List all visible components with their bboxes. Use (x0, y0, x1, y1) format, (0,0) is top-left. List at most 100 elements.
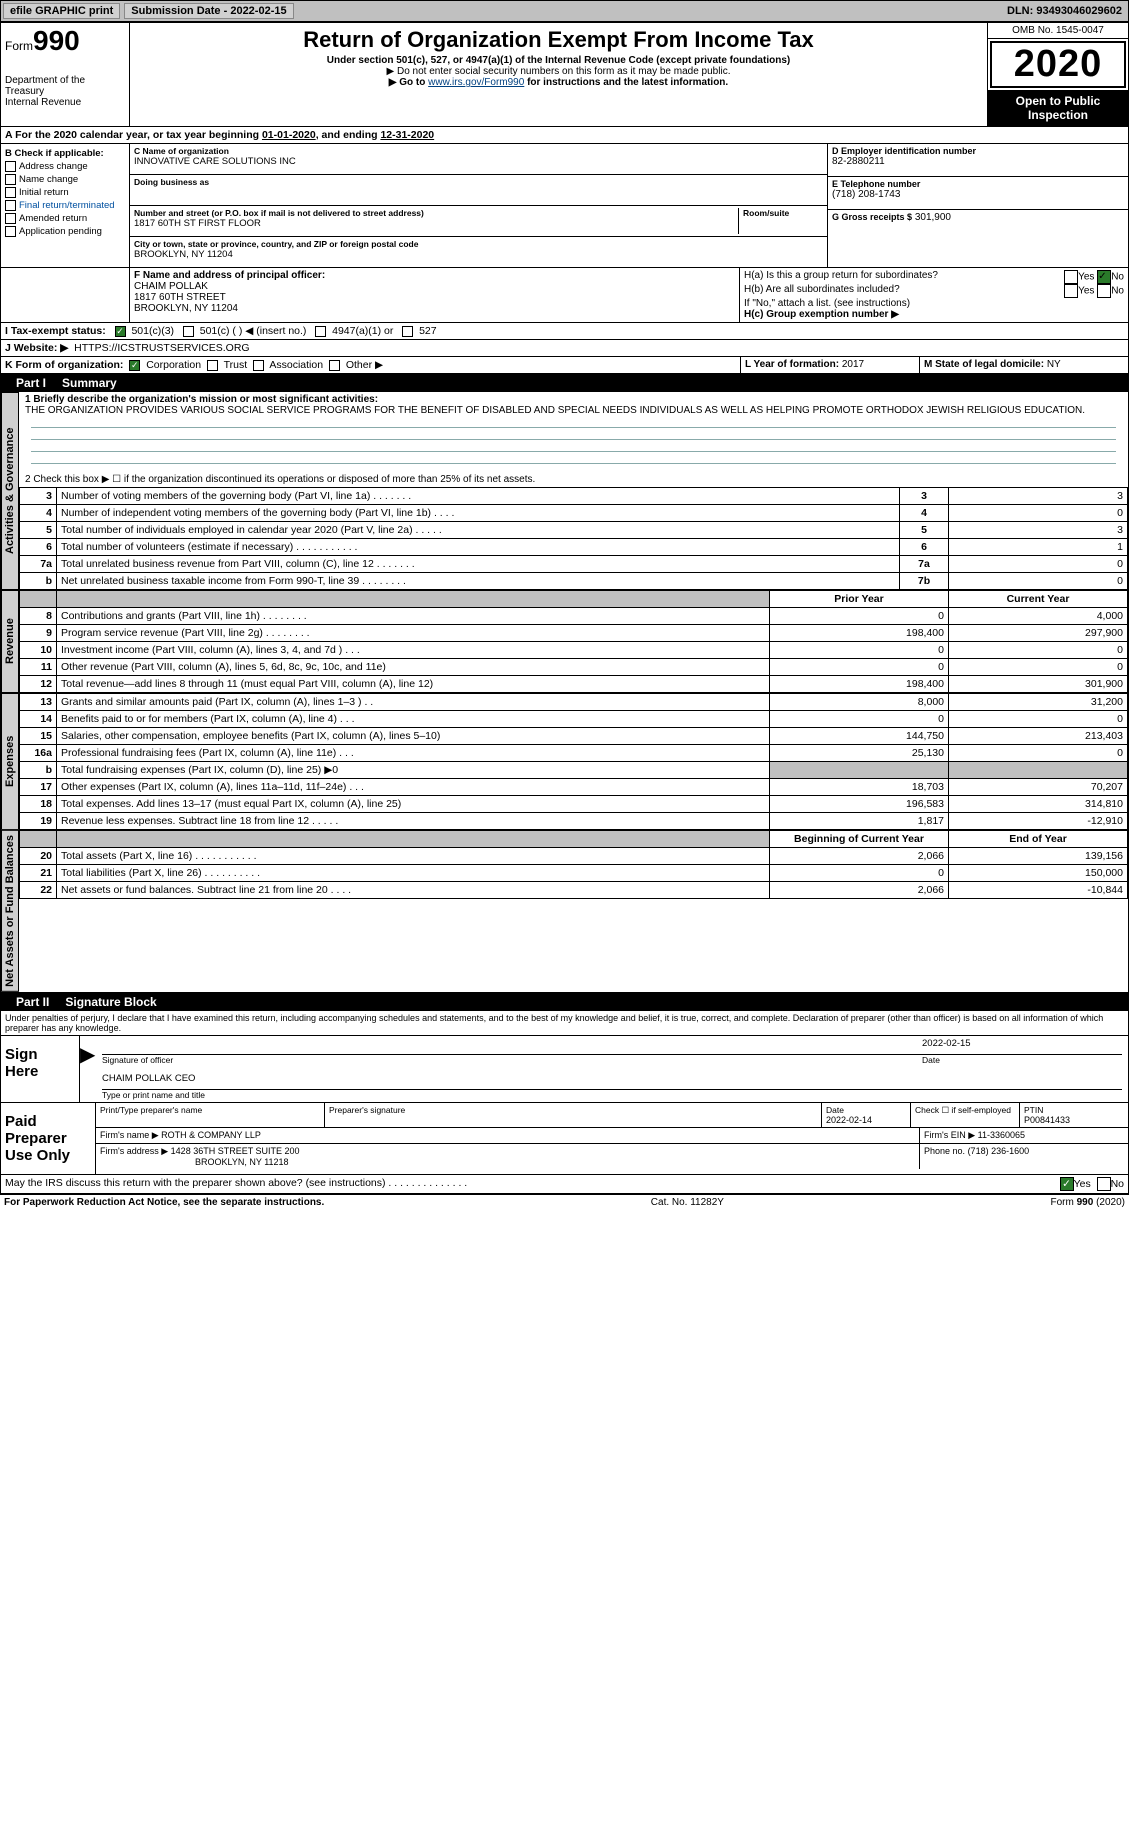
chk-discuss-no[interactable] (1097, 1177, 1111, 1191)
governance-table: 3Number of voting members of the governi… (19, 487, 1128, 590)
state-domicile: NY (1047, 359, 1061, 370)
chk-501c3[interactable] (115, 326, 126, 337)
footer-right: Form 990 (2020) (1051, 1197, 1125, 1208)
form-title-block: Return of Organization Exempt From Incom… (130, 23, 987, 126)
box-f: F Name and address of principal officer:… (129, 268, 740, 322)
chk-trust[interactable] (207, 360, 218, 371)
chk-other[interactable] (329, 360, 340, 371)
chk-name-change[interactable] (5, 174, 16, 185)
col-current-year: Current Year (949, 591, 1128, 608)
chk-association[interactable] (253, 360, 264, 371)
street-address: 1817 60TH ST FIRST FLOOR (134, 218, 734, 229)
table-row: 9Program service revenue (Part VIII, lin… (20, 625, 1128, 642)
table-row: 22Net assets or fund balances. Subtract … (20, 882, 1128, 899)
officer-addr2: BROOKLYN, NY 11204 (134, 303, 735, 314)
firm-phone: (718) 236-1600 (968, 1146, 1030, 1156)
gross-receipts-value: 301,900 (915, 212, 951, 223)
form-prefix: Form (5, 39, 33, 53)
table-row: 6Total number of volunteers (estimate if… (20, 539, 1128, 556)
page: efile GRAPHIC print Submission Date - 20… (0, 0, 1129, 1210)
box-c: C Name of organization INNOVATIVE CARE S… (130, 144, 827, 267)
telephone-value: (718) 208-1743 (832, 189, 1124, 200)
tab-revenue: Revenue (1, 590, 19, 693)
chk-discuss-yes[interactable]: ✓ (1060, 1177, 1074, 1191)
officer-name: CHAIM POLLAK (134, 281, 735, 292)
tab-net-assets: Net Assets or Fund Balances (1, 830, 19, 992)
firm-city: BROOKLYN, NY 11218 (100, 1157, 289, 1167)
year-formation: 2017 (842, 359, 864, 370)
org-name: INNOVATIVE CARE SOLUTIONS INC (134, 156, 823, 167)
chk-ha-no[interactable]: ✓ (1097, 270, 1111, 284)
revenue-table: Prior Year Current Year 8Contributions a… (19, 590, 1128, 693)
efile-print-button[interactable]: efile GRAPHIC print (3, 3, 120, 19)
col-prior-year: Prior Year (770, 591, 949, 608)
form-title: Return of Organization Exempt From Incom… (136, 27, 981, 53)
chk-address-change[interactable] (5, 161, 16, 172)
tax-year: 2020 (990, 41, 1126, 88)
chk-hb-no[interactable] (1097, 284, 1111, 298)
sign-here-label: Sign Here (1, 1036, 80, 1102)
tab-governance: Activities & Governance (1, 392, 19, 590)
paid-preparer-block: Paid Preparer Use Only Print/Type prepar… (1, 1103, 1128, 1175)
tab-expenses: Expenses (1, 693, 19, 830)
revenue-section: Revenue Prior Year Current Year 8Contrib… (0, 590, 1129, 693)
open-public-label: Open to Public Inspection (988, 90, 1128, 126)
omb-number: OMB No. 1545-0047 (988, 23, 1128, 39)
box-d-e-g: D Employer identification number 82-2880… (827, 144, 1128, 267)
sign-here-block: Sign Here ▶ 2022-02-15 Signature of offi… (0, 1035, 1129, 1194)
table-row: 21Total liabilities (Part X, line 26) . … (20, 865, 1128, 882)
table-row: 20Total assets (Part X, line 16) . . . .… (20, 848, 1128, 865)
line-a-period: A For the 2020 calendar year, or tax yea… (0, 127, 1129, 144)
chk-amended-return[interactable] (5, 213, 16, 224)
arrow-icon: ▶ (80, 1036, 96, 1102)
preparer-date: 2022-02-14 (826, 1115, 906, 1125)
form-id-block: Form990 Department of the Treasury Inter… (1, 23, 130, 126)
chk-ha-yes[interactable] (1064, 270, 1078, 284)
form-note-2: ▶ Go to www.irs.gov/Form990 for instruct… (136, 77, 981, 88)
table-row: 18Total expenses. Add lines 13–17 (must … (20, 796, 1128, 813)
table-row: 5Total number of individuals employed in… (20, 522, 1128, 539)
signature-date: 2022-02-15 (922, 1038, 1122, 1054)
firm-ein: 11-3360065 (978, 1130, 1025, 1140)
submission-date-button[interactable]: Submission Date - 2022-02-15 (124, 3, 293, 19)
table-row: 19Revenue less expenses. Subtract line 1… (20, 813, 1128, 830)
net-assets-section: Net Assets or Fund Balances Beginning of… (0, 830, 1129, 993)
chk-corporation[interactable] (129, 360, 140, 371)
officer-printed-name: CHAIM POLLAK CEO (102, 1073, 195, 1089)
governance-section: Activities & Governance 1 Briefly descri… (0, 392, 1129, 590)
firm-address: 1428 36TH STREET SUITE 200 (171, 1146, 300, 1156)
page-footer: For Paperwork Reduction Act Notice, see … (0, 1194, 1129, 1210)
table-row: 4Number of independent voting members of… (20, 505, 1128, 522)
part2-header: Part II Signature Block (0, 993, 1129, 1011)
part1-header: Part I Summary (0, 374, 1129, 392)
footer-left: For Paperwork Reduction Act Notice, see … (4, 1197, 324, 1208)
table-row: 14Benefits paid to or for members (Part … (20, 711, 1128, 728)
chk-4947[interactable] (315, 326, 326, 337)
expenses-section: Expenses 13Grants and similar amounts pa… (0, 693, 1129, 830)
ein-value: 82-2880211 (832, 156, 1124, 167)
chk-527[interactable] (402, 326, 413, 337)
chk-final-return[interactable] (5, 200, 16, 211)
dln: DLN: 93493046029602 (1007, 5, 1128, 17)
table-row: 3Number of voting members of the governi… (20, 488, 1128, 505)
officer-group-block: F Name and address of principal officer:… (0, 268, 1129, 323)
identity-block: B Check if applicable: Address change Na… (0, 144, 1129, 268)
form-header: Form990 Department of the Treasury Inter… (0, 22, 1129, 127)
chk-initial-return[interactable] (5, 187, 16, 198)
form-note-1: ▶ Do not enter social security numbers o… (136, 66, 981, 77)
submission-date-value: 2022-02-15 (230, 5, 286, 17)
officer-addr1: 1817 60TH STREET (134, 292, 735, 303)
table-row: bNet unrelated business taxable income f… (20, 573, 1128, 590)
chk-501c[interactable] (183, 326, 194, 337)
expenses-table: 13Grants and similar amounts paid (Part … (19, 693, 1128, 830)
penalties-text: Under penalties of perjury, I declare th… (0, 1011, 1129, 1035)
net-assets-table: Beginning of Current Year End of Year 20… (19, 830, 1128, 899)
firm-name: ROTH & COMPANY LLP (161, 1130, 261, 1140)
line-i: I Tax-exempt status: 501(c)(3) 501(c) ( … (0, 323, 1129, 340)
irs-link[interactable]: www.irs.gov/Form990 (428, 77, 524, 88)
chk-hb-yes[interactable] (1064, 284, 1078, 298)
table-row: 7aTotal unrelated business revenue from … (20, 556, 1128, 573)
chk-application-pending[interactable] (5, 226, 16, 237)
form-number: 990 (33, 25, 80, 56)
department-label: Department of the Treasury Internal Reve… (5, 75, 125, 108)
